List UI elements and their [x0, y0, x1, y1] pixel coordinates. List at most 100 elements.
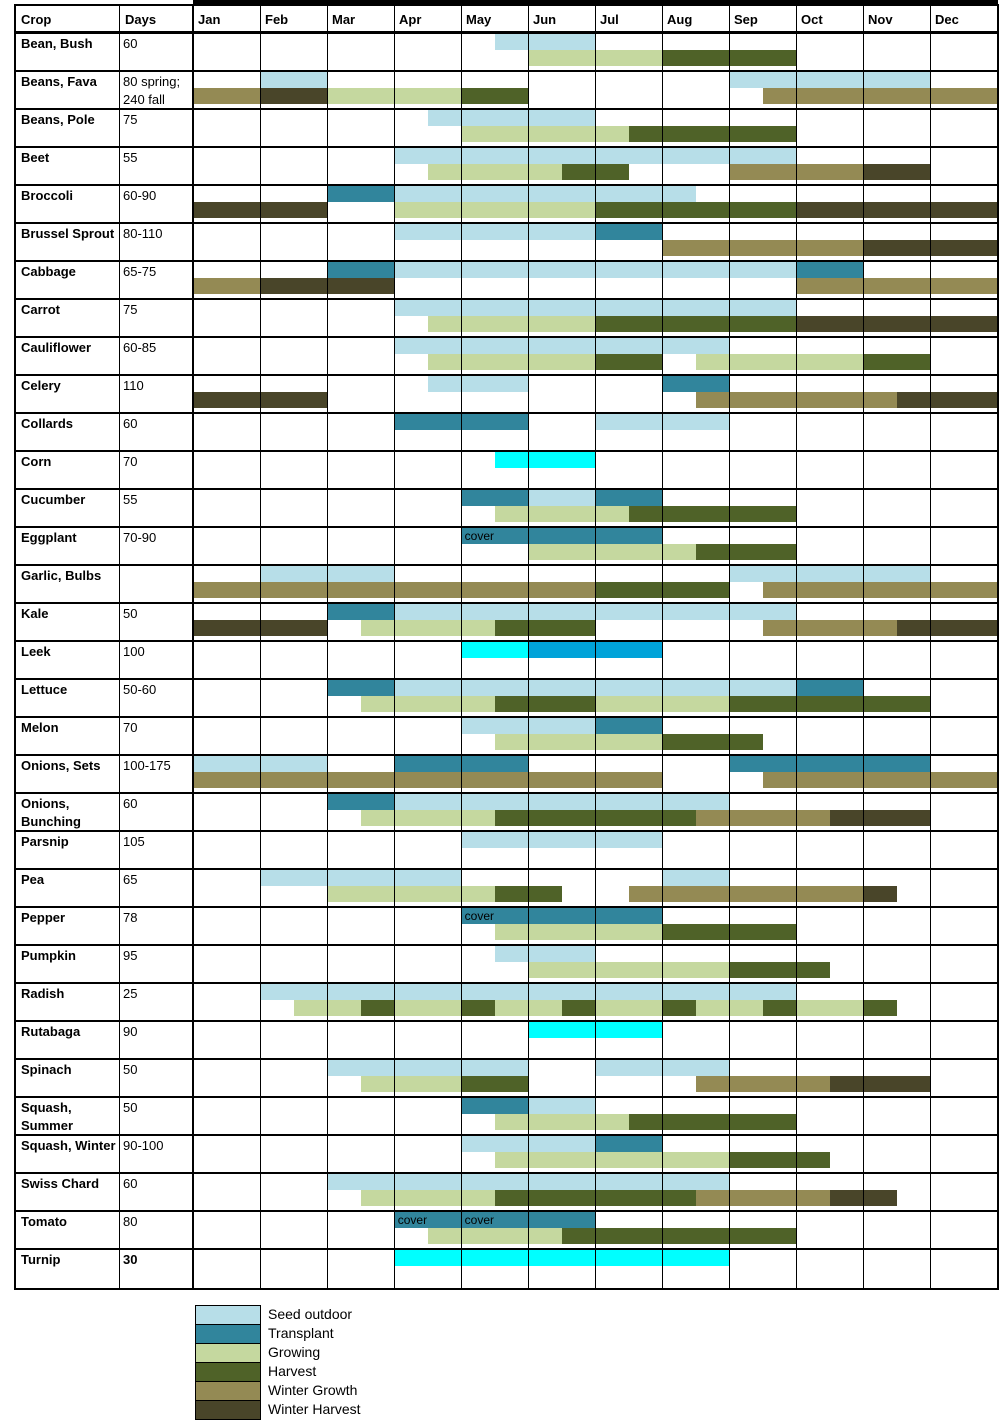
crop-name: Pumpkin: [16, 946, 120, 982]
month-gridline: [661, 224, 663, 260]
transplant-bar: [595, 1136, 663, 1152]
transplant-bar: [595, 718, 663, 734]
growing-bar: [361, 810, 496, 826]
month-gridline: [461, 1250, 463, 1288]
transplant-bar: [595, 224, 663, 240]
month-gridline: [260, 414, 262, 450]
month-gridline: [260, 566, 262, 602]
row-timeline: [194, 72, 997, 108]
month-gridline: [394, 414, 396, 450]
month-gridline: [595, 870, 596, 906]
month-gridline: [595, 224, 596, 260]
month-gridline: [661, 604, 663, 640]
winter-harvest-bar: [829, 810, 931, 826]
month-gridline: [929, 490, 931, 526]
crop-name: Cucumber: [16, 490, 120, 526]
crop-name: Pepper: [16, 908, 120, 944]
month-gridline: [461, 680, 463, 716]
days-value: 60: [120, 34, 194, 70]
month-gridline: [728, 528, 730, 564]
winter-harvest-bar: [863, 886, 897, 902]
table-row: Swiss Chard 60: [16, 1174, 997, 1212]
month-gridline: [661, 680, 663, 716]
seed-outdoor-bar: [528, 1098, 596, 1114]
month-gridline: [595, 1098, 596, 1134]
month-gridline: [795, 832, 797, 868]
month-header-dec: Dec: [935, 12, 959, 27]
month-gridline: [728, 72, 730, 108]
month-gridline: [929, 642, 931, 678]
harvest-bar: [695, 544, 797, 560]
month-gridline: [394, 984, 396, 1020]
month-gridline: [327, 984, 329, 1020]
month-gridline: [461, 566, 463, 602]
table-row: Collards 60: [16, 414, 997, 452]
month-gridline: [528, 566, 530, 602]
month-gridline: [260, 794, 262, 830]
seed-outdoor-bar: [428, 110, 596, 126]
table-row: Garlic, Bulbs: [16, 566, 997, 604]
month-gridline: [461, 224, 463, 260]
legend-swatch-harv: [196, 1363, 260, 1382]
month-gridline: [862, 984, 864, 1020]
legend-label-column: Seed outdoor Transplant Growing Harvest Wint…: [268, 1305, 361, 1420]
days-value: 75: [120, 110, 194, 146]
crop-name: Beans, Fava: [16, 72, 120, 108]
month-gridline: [327, 34, 329, 70]
month-gridline: [528, 414, 530, 450]
crop-name: Tomato: [16, 1212, 120, 1248]
days-value: 70-90: [120, 528, 194, 564]
month-gridline: [461, 908, 463, 944]
crop-name: Radish: [16, 984, 120, 1020]
month-gridline: [661, 110, 663, 146]
legend-label-wharv: Winter Harvest: [268, 1401, 361, 1417]
month-gridline: [929, 1098, 931, 1134]
month-gridline: [795, 642, 797, 678]
month-gridline: [795, 908, 797, 944]
month-gridline: [661, 832, 663, 868]
month-gridline: [728, 490, 730, 526]
month-gridline: [661, 1098, 663, 1134]
month-gridline: [260, 1174, 262, 1210]
month-gridline: [728, 338, 730, 374]
month-gridline: [260, 262, 262, 298]
month-gridline: [260, 1022, 262, 1058]
month-gridline: [728, 224, 730, 260]
month-gridline: [461, 72, 463, 108]
month-gridline: [795, 566, 797, 602]
harvest-bar: [863, 1000, 897, 1016]
days-value: 90: [120, 1022, 194, 1058]
month-gridline: [728, 1136, 730, 1172]
row-timeline: [194, 870, 997, 906]
growing-bar: [695, 354, 864, 370]
month-gridline: [795, 1060, 797, 1096]
month-gridline: [595, 984, 596, 1020]
table-row: Beans, Pole 75: [16, 110, 997, 148]
month-gridline: [394, 72, 396, 108]
legend-swatch-column: [195, 1305, 261, 1420]
month-header-aug: Aug: [663, 6, 730, 31]
month-gridline: [661, 414, 663, 450]
month-gridline: [528, 186, 530, 222]
month-gridline: [862, 908, 864, 944]
row-timeline: [194, 262, 997, 298]
month-gridline: [862, 794, 864, 830]
month-gridline: [862, 718, 864, 754]
month-gridline: [595, 1022, 596, 1058]
winter-growth-bar: [796, 278, 997, 294]
winter-harvest-bar: [796, 316, 997, 332]
month-gridline: [260, 1212, 262, 1248]
month-gridline: [528, 1022, 530, 1058]
direct-seed-cyan-bar: [394, 1250, 730, 1266]
month-gridline: [260, 1060, 262, 1096]
days-value: 55: [120, 148, 194, 184]
month-gridline: [795, 604, 797, 640]
month-gridline: [661, 908, 663, 944]
month-gridline: [528, 1250, 530, 1288]
harvest-bar: [461, 1000, 496, 1016]
days-value: 60-85: [120, 338, 194, 374]
winter-growth-bar: [762, 88, 997, 104]
crop-name: Parsnip: [16, 832, 120, 868]
growing-bar: [428, 316, 596, 332]
growing-bar: [361, 1190, 496, 1206]
